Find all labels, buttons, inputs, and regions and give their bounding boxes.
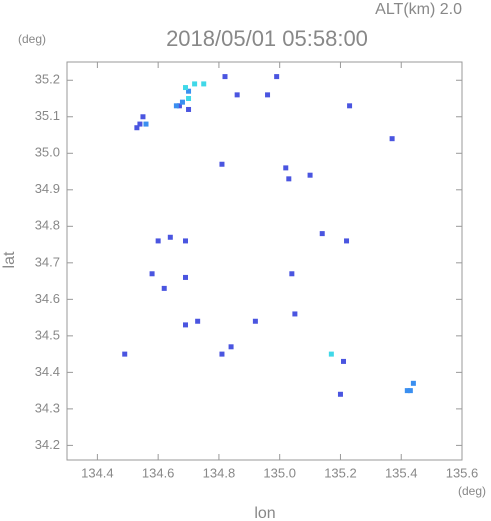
echo-cell xyxy=(292,311,298,317)
y-tick-label: 34.4 xyxy=(35,364,60,379)
echo-cell xyxy=(219,161,225,167)
x-unit: (deg) xyxy=(458,484,486,498)
y-tick-label: 34.2 xyxy=(35,437,60,452)
echo-cell xyxy=(347,103,353,109)
echo-cell xyxy=(234,92,240,98)
echo-cell xyxy=(195,318,201,324)
y-tick-label: 34.6 xyxy=(35,291,60,306)
echo-cell xyxy=(228,344,234,350)
echo-cell xyxy=(407,388,413,394)
echo-cell xyxy=(186,106,192,112)
echo-cell xyxy=(137,121,143,127)
x-axis-label: lon xyxy=(254,505,275,521)
x-tick-label: 135.4 xyxy=(385,465,418,480)
echo-cell xyxy=(341,358,346,364)
y-axis-label: lat xyxy=(1,251,18,268)
echo-cell xyxy=(319,231,325,237)
echo-cell xyxy=(134,125,140,131)
echo-cell xyxy=(183,238,188,244)
x-tick-label: 134.6 xyxy=(142,465,175,480)
echo-cell xyxy=(186,96,192,102)
x-tick-label: 135.0 xyxy=(263,465,296,480)
echo-cell xyxy=(289,271,295,277)
echo-cell xyxy=(344,238,350,244)
echo-cell xyxy=(122,351,128,357)
echo-cell xyxy=(183,274,188,280)
chart-title: 2018/05/01 05:58:00 xyxy=(166,26,368,51)
plot-frame xyxy=(66,61,463,461)
echo-cell xyxy=(192,81,198,87)
echo-cell xyxy=(176,103,182,109)
echo-cell xyxy=(140,114,146,120)
y-tick-label: 35.1 xyxy=(35,108,60,123)
echo-cell xyxy=(389,136,395,142)
echo-cell xyxy=(404,388,410,394)
y-tick-label: 34.3 xyxy=(35,400,60,415)
echo-cell xyxy=(183,85,188,91)
echo-cell xyxy=(183,322,188,328)
echo-cell xyxy=(161,285,167,291)
y-tick-label: 34.9 xyxy=(35,181,60,196)
x-tick-label: 135.6 xyxy=(446,465,479,480)
x-tick-label: 134.4 xyxy=(81,465,114,480)
echo-cell xyxy=(283,165,289,171)
echo-cell xyxy=(201,81,207,87)
y-tick-label: 35.0 xyxy=(35,145,60,160)
echo-cell xyxy=(219,351,225,357)
echo-cell xyxy=(274,74,280,80)
y-unit: (deg) xyxy=(18,32,46,46)
echo-cell xyxy=(252,318,258,324)
echo-cell xyxy=(167,234,173,240)
echo-cell xyxy=(143,121,149,127)
echo-cell xyxy=(186,88,192,94)
y-tick-label: 34.7 xyxy=(35,254,60,269)
echo-cell xyxy=(337,391,343,397)
echo-cell xyxy=(265,92,271,98)
subtitle: ALT(km) 2.0 xyxy=(375,1,462,18)
echo-cell xyxy=(222,74,228,80)
y-tick-label: 34.5 xyxy=(35,327,60,342)
echo-cell xyxy=(307,172,313,178)
y-tick-label: 35.2 xyxy=(35,72,60,87)
echo-cell xyxy=(328,351,334,357)
echo-cell xyxy=(155,238,161,244)
x-tick-label: 134.8 xyxy=(203,465,236,480)
echo-cell xyxy=(410,380,416,386)
echo-cell xyxy=(173,103,179,109)
echo-cell xyxy=(179,99,185,105)
echo-cell xyxy=(286,176,292,182)
y-tick-label: 34.8 xyxy=(35,218,60,233)
echo-cell xyxy=(149,271,155,277)
x-tick-label: 135.2 xyxy=(324,465,357,480)
